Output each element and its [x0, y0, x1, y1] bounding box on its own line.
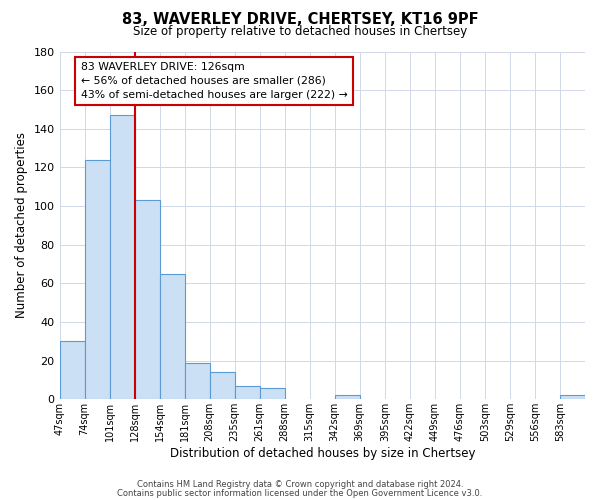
Text: Size of property relative to detached houses in Chertsey: Size of property relative to detached ho…	[133, 25, 467, 38]
Bar	[110, 116, 134, 400]
Text: Contains HM Land Registry data © Crown copyright and database right 2024.: Contains HM Land Registry data © Crown c…	[137, 480, 463, 489]
Bar	[560, 396, 585, 400]
Text: 83 WAVERLEY DRIVE: 126sqm
← 56% of detached houses are smaller (286)
43% of semi: 83 WAVERLEY DRIVE: 126sqm ← 56% of detac…	[80, 62, 347, 100]
Bar	[209, 372, 235, 400]
Bar	[260, 388, 285, 400]
Bar	[185, 362, 209, 400]
Bar	[134, 200, 160, 400]
Bar	[235, 386, 260, 400]
X-axis label: Distribution of detached houses by size in Chertsey: Distribution of detached houses by size …	[170, 447, 475, 460]
Bar	[160, 274, 185, 400]
Bar	[59, 342, 85, 400]
Text: 83, WAVERLEY DRIVE, CHERTSEY, KT16 9PF: 83, WAVERLEY DRIVE, CHERTSEY, KT16 9PF	[122, 12, 478, 28]
Bar	[85, 160, 110, 400]
Bar	[335, 396, 360, 400]
Text: Contains public sector information licensed under the Open Government Licence v3: Contains public sector information licen…	[118, 488, 482, 498]
Y-axis label: Number of detached properties: Number of detached properties	[15, 132, 28, 318]
